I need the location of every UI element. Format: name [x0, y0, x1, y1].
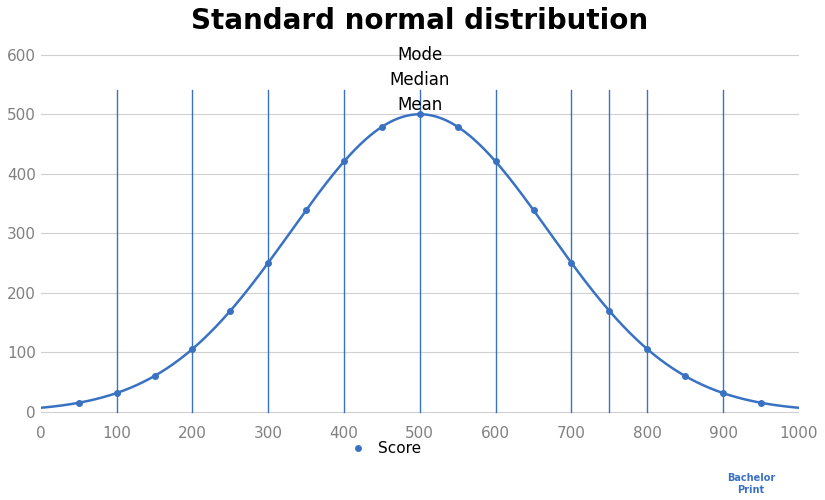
- Text: Mode
Median
Mean: Mode Median Mean: [389, 46, 450, 114]
- Legend: Score: Score: [337, 435, 427, 462]
- Text: Bachelor
Print: Bachelor Print: [727, 474, 775, 495]
- Title: Standard normal distribution: Standard normal distribution: [191, 7, 648, 35]
